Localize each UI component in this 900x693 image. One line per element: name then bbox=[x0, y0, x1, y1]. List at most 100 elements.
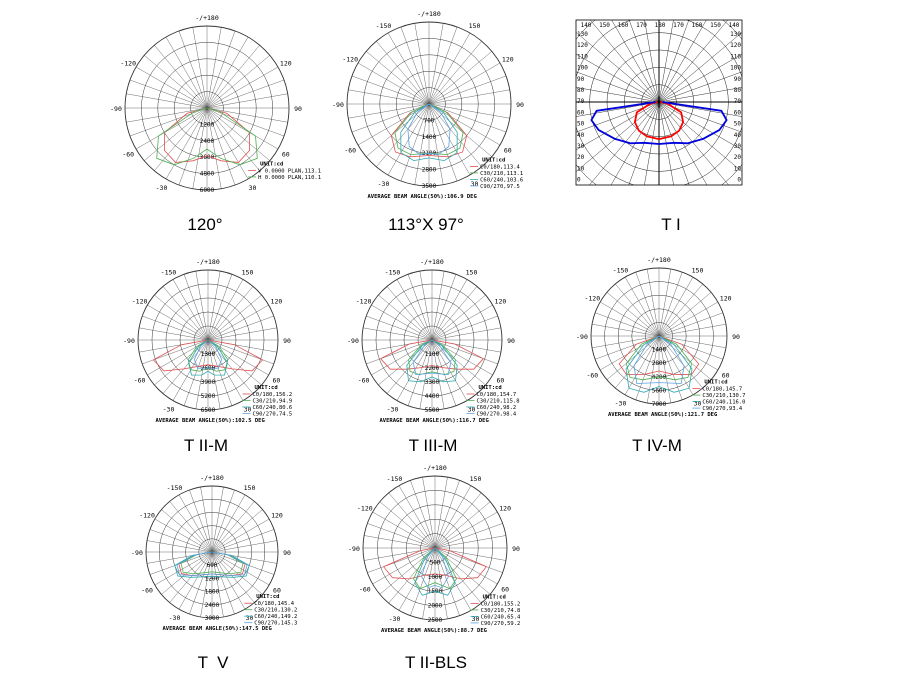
angle-label: -/+180 bbox=[196, 258, 220, 266]
grid-spoke bbox=[428, 103, 492, 157]
grid-spoke bbox=[189, 551, 213, 615]
grid-spoke bbox=[407, 274, 433, 341]
angle-label: -90 bbox=[123, 337, 135, 345]
grid-spoke bbox=[388, 492, 436, 549]
grid-spoke bbox=[644, 20, 660, 103]
angle-label: 60 bbox=[497, 377, 505, 385]
angle-label: -120 bbox=[356, 298, 372, 306]
radial-tick-label: 4400 bbox=[425, 393, 440, 400]
grid-spoke bbox=[357, 62, 430, 105]
grid-spoke bbox=[400, 103, 430, 182]
radial-tick-label: 1400 bbox=[422, 134, 437, 141]
grid-spoke bbox=[206, 107, 222, 189]
grid-spoke bbox=[211, 489, 235, 553]
grid-spoke bbox=[206, 107, 249, 180]
grid-spoke bbox=[211, 486, 224, 553]
chart-caption: T I bbox=[661, 215, 681, 234]
grid-spoke bbox=[211, 540, 278, 553]
legend-entry: C90/270,74.5 bbox=[253, 412, 293, 418]
grid-spoke bbox=[658, 335, 703, 389]
beam-angle-label: AVERAGE BEAM ANGLE(50%):88.7 DEG bbox=[381, 628, 488, 634]
ti-angle-label: 150 bbox=[599, 22, 610, 29]
grid-spoke bbox=[611, 20, 660, 103]
ti-angle-label: 50 bbox=[577, 121, 585, 128]
grid-spoke bbox=[135, 107, 208, 150]
radial-tick-label: 4800 bbox=[200, 171, 215, 178]
polar-svg-pT3M: -/+180 -150 150 -120 120 -90 90 -60 60 -30 30 1100 2… bbox=[347, 258, 519, 424]
ti-angle-label: 10 bbox=[577, 165, 585, 172]
grid-spoke bbox=[207, 271, 221, 341]
angle-label: -150 bbox=[161, 269, 177, 277]
radial-tick-label: 2200 bbox=[425, 365, 440, 372]
grid-spoke bbox=[428, 103, 507, 133]
grid-spoke bbox=[211, 551, 224, 618]
grid-spoke bbox=[658, 87, 742, 103]
grid-spoke bbox=[428, 103, 458, 182]
grid-spoke bbox=[658, 20, 729, 103]
legend-entry: C60/240,80.6 bbox=[253, 405, 293, 411]
grid-spoke bbox=[658, 101, 742, 172]
grid-spoke bbox=[658, 101, 742, 117]
legend-entry: C30/210,94.9 bbox=[253, 399, 293, 405]
grid-spoke bbox=[591, 335, 660, 349]
grid-spoke bbox=[398, 485, 436, 549]
ti-angle-label: 140 bbox=[729, 22, 740, 29]
angle-label: -150 bbox=[387, 475, 403, 483]
grid-spoke bbox=[348, 89, 430, 105]
angle-label: 120 bbox=[495, 298, 507, 306]
radial-tick-label: 1500 bbox=[428, 588, 443, 595]
series-line bbox=[625, 335, 693, 381]
legend-entry: C0/180,145.4 bbox=[254, 601, 294, 607]
radial-tick-label: 2400 bbox=[205, 602, 220, 609]
series-line bbox=[625, 335, 693, 393]
ti-angle-label: 70 bbox=[734, 98, 742, 105]
angle-label: 90 bbox=[507, 337, 515, 345]
angle-label: 60 bbox=[722, 372, 730, 380]
grid-spoke bbox=[646, 335, 660, 404]
ti-angle-label: 160 bbox=[618, 22, 629, 29]
grid-spoke bbox=[206, 55, 270, 109]
angle-label: 120 bbox=[499, 505, 511, 513]
grid-spoke bbox=[431, 279, 468, 341]
legend-entry: C90/270,145.3 bbox=[254, 621, 297, 627]
grid-spoke bbox=[658, 301, 718, 337]
radial-tick-label: 500 bbox=[430, 559, 441, 566]
grid-spoke bbox=[610, 101, 660, 185]
series-line bbox=[407, 103, 451, 156]
angle-label: -60 bbox=[344, 147, 356, 155]
grid-spoke bbox=[658, 335, 672, 404]
series-line bbox=[180, 551, 244, 575]
grid-spoke bbox=[428, 41, 482, 105]
angle-label: 30 bbox=[694, 400, 702, 408]
polar-chart-p120: -/+180 -120 120 -90 90 -60 60 -30 30 1200 2400 3600… bbox=[110, 14, 321, 198]
grid-spoke bbox=[434, 511, 498, 549]
grid-spoke bbox=[434, 547, 448, 619]
radial-tick-label: 2800 bbox=[422, 167, 437, 174]
angle-label: -90 bbox=[347, 337, 359, 345]
ti-angle-label: 170 bbox=[673, 22, 684, 29]
angle-label: -/+180 bbox=[420, 258, 444, 266]
grid-spoke bbox=[192, 27, 208, 109]
angle-label: 120 bbox=[280, 60, 292, 68]
grid-spoke bbox=[129, 107, 208, 137]
ti-angle-label: 60 bbox=[734, 109, 742, 116]
grid-spoke bbox=[628, 20, 660, 103]
legend-entry: C90/270,98.4 bbox=[477, 412, 517, 418]
beam-angle-label: AVERAGE BEAM ANGLE(50%):121.7 DEG bbox=[608, 412, 718, 418]
grid-spoke bbox=[431, 339, 445, 409]
radial-tick-label: 5200 bbox=[201, 393, 216, 400]
polar-chart-p113: -/+180 -150 150 -120 120 -90 90 -60 60 -30 30 700 14… bbox=[330, 10, 530, 200]
polar-svg-pT4M: -/+180 -150 150 -120 120 -90 90 -60 60 -30 30 1400 2… bbox=[576, 256, 745, 418]
ti-angle-label: 160 bbox=[692, 22, 703, 29]
grid-spoke bbox=[162, 339, 209, 394]
angle-label: 90 bbox=[283, 549, 291, 557]
grid-spoke bbox=[434, 547, 498, 585]
grid-spoke bbox=[396, 279, 433, 341]
grid-spoke bbox=[658, 283, 703, 337]
angle-label: 90 bbox=[732, 333, 740, 341]
angle-label: 60 bbox=[282, 151, 290, 159]
angle-label: -120 bbox=[139, 512, 155, 520]
grid-spoke bbox=[431, 294, 486, 341]
grid-spoke bbox=[658, 323, 727, 337]
grid-spoke bbox=[576, 101, 660, 117]
